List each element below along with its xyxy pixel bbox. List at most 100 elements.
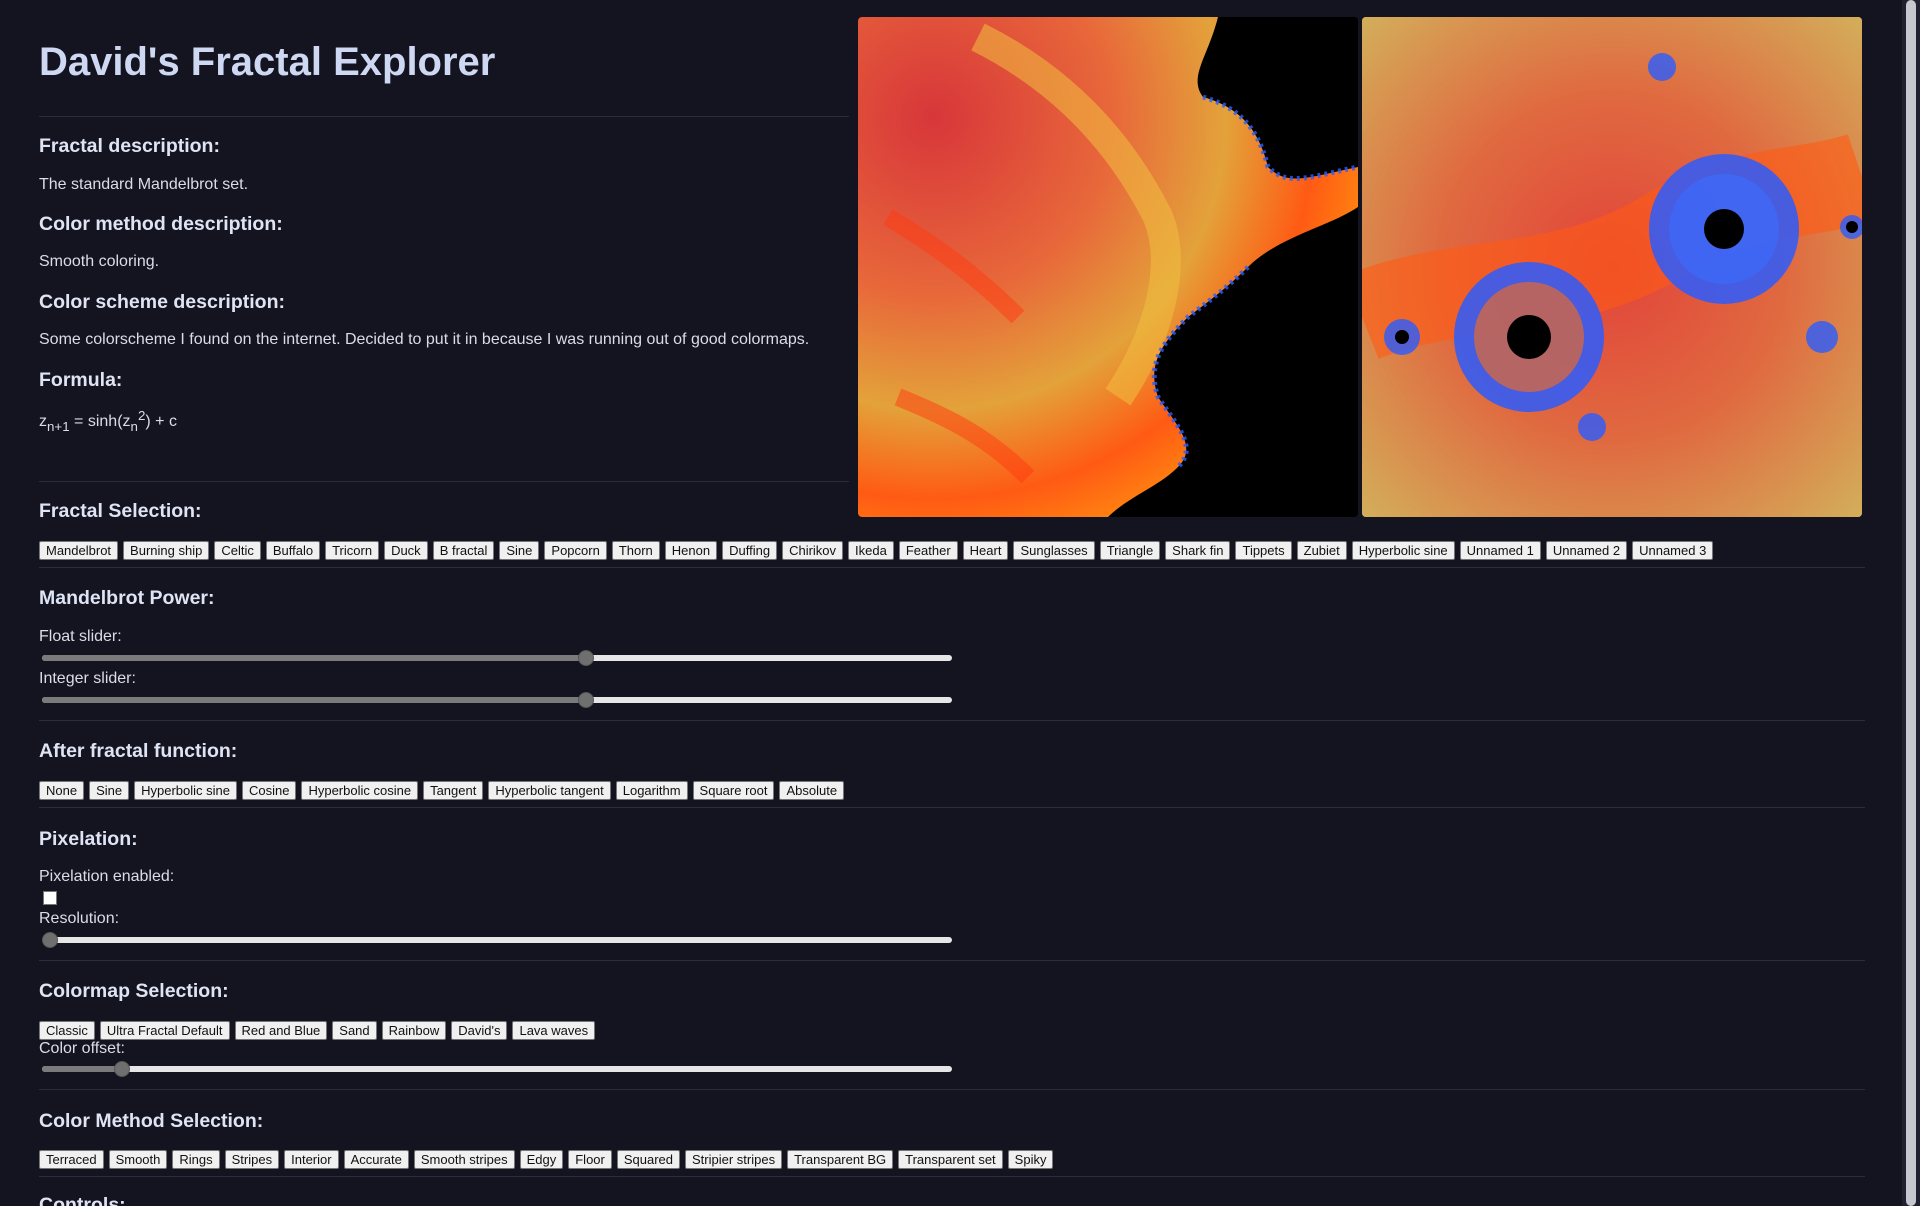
color-method-button[interactable]: Transparent BG <box>787 1150 894 1169</box>
fractal-button[interactable]: Duffing <box>722 541 778 560</box>
color-method-button[interactable]: Accurate <box>343 1150 409 1169</box>
fractal-button[interactable]: Mandelbrot <box>39 541 119 560</box>
fractal-button[interactable]: Buffalo <box>265 541 321 560</box>
colormap-button[interactable]: David's <box>451 1021 508 1040</box>
after-function-button[interactable]: Hyperbolic cosine <box>301 781 419 800</box>
controls-heading: Controls: <box>39 1194 126 1206</box>
divider <box>39 481 849 482</box>
fractal-button[interactable]: Tricorn <box>325 541 380 560</box>
fractal-button[interactable]: Celtic <box>214 541 261 560</box>
pixelation-enabled-checkbox[interactable] <box>43 891 57 905</box>
color-offset-slider[interactable] <box>42 1061 952 1077</box>
divider <box>39 720 1865 721</box>
after-function-button[interactable]: Absolute <box>779 781 845 800</box>
color-method-button[interactable]: Transparent set <box>898 1150 1003 1169</box>
fractal-preview-main[interactable] <box>858 17 1358 517</box>
after-function-button[interactable]: Cosine <box>241 781 297 800</box>
fractal-button[interactable]: Popcorn <box>544 541 607 560</box>
header: David's Fractal Explorer <box>39 40 849 85</box>
scrollbar[interactable] <box>1902 0 1920 1206</box>
scrollbar-thumb[interactable] <box>1906 0 1916 1206</box>
fractal-button[interactable]: Ikeda <box>848 541 894 560</box>
color-method-button[interactable]: Edgy <box>519 1150 564 1169</box>
color-method-description-heading: Color method description: <box>39 213 283 235</box>
colormap-selection-heading: Colormap Selection: <box>39 980 229 1002</box>
fractal-button[interactable]: Tippets <box>1235 541 1292 560</box>
color-method-button[interactable]: Squared <box>616 1150 681 1169</box>
divider <box>39 1176 1865 1177</box>
color-method-button[interactable]: Stripes <box>224 1150 280 1169</box>
divider <box>39 960 1865 961</box>
colormap-button[interactable]: Rainbow <box>381 1021 447 1040</box>
colormap-button[interactable]: Classic <box>39 1021 95 1040</box>
color-method-button[interactable]: Smooth <box>108 1150 168 1169</box>
after-function-button[interactable]: Hyperbolic sine <box>134 781 237 800</box>
colormap-button[interactable]: Sand <box>332 1021 377 1040</box>
color-method-buttons: Terraced Smooth Rings Stripes Interior Accura… <box>39 1150 1054 1169</box>
integer-slider-label: Integer slider: <box>39 670 136 687</box>
fractal-button[interactable]: Unnamed 1 <box>1459 541 1541 560</box>
after-function-button[interactable]: Tangent <box>423 781 484 800</box>
color-method-button[interactable]: Interior <box>284 1150 339 1169</box>
fractal-button[interactable]: Hyperbolic sine <box>1351 541 1455 560</box>
fractal-button[interactable]: Zubiet <box>1296 541 1347 560</box>
color-scheme-description-text: Some colorscheme I found on the internet… <box>39 331 810 348</box>
fractal-button[interactable]: Duck <box>384 541 428 560</box>
fractal-button[interactable]: Burning ship <box>123 541 210 560</box>
fractal-selection-buttons: Mandelbrot Burning ship Celtic Buffalo Trico… <box>39 541 1714 560</box>
formula-sub-n: n <box>130 418 138 434</box>
after-function-button[interactable]: Logarithm <box>615 781 688 800</box>
fractal-button[interactable]: Shark fin <box>1165 541 1231 560</box>
formula-sub-n1: n+1 <box>47 418 70 434</box>
resolution-label: Resolution: <box>39 910 120 927</box>
after-function-buttons: None Sine Hyperbolic sine Cosine Hyperbolic … <box>39 781 845 800</box>
float-slider-fill <box>42 655 587 661</box>
after-function-heading: After fractal function: <box>39 740 238 762</box>
divider <box>39 1089 1865 1090</box>
fractal-button[interactable]: B fractal <box>432 541 495 560</box>
after-function-button[interactable]: Sine <box>89 781 130 800</box>
divider <box>39 807 1865 808</box>
colormap-button[interactable]: Ultra Fractal Default <box>99 1021 230 1040</box>
color-offset-slider-thumb[interactable] <box>113 1061 130 1077</box>
formula-heading: Formula: <box>39 369 123 391</box>
fractal-button[interactable]: Heart <box>962 541 1009 560</box>
page-title: David's Fractal Explorer <box>39 40 496 84</box>
fractal-button[interactable]: Sunglasses <box>1013 541 1095 560</box>
colormap-button[interactable]: Red and Blue <box>234 1021 328 1040</box>
integer-slider-thumb[interactable] <box>578 692 595 708</box>
fractal-button[interactable]: Feather <box>898 541 958 560</box>
divider <box>39 116 849 117</box>
fractal-button[interactable]: Thorn <box>611 541 660 560</box>
fractal-button[interactable]: Chirikov <box>782 541 844 560</box>
fractal-selection-heading: Fractal Selection: <box>39 500 202 522</box>
fractal-button[interactable]: Triangle <box>1099 541 1161 560</box>
color-scheme-description-heading: Color scheme description: <box>39 291 285 313</box>
color-method-button[interactable]: Spiky <box>1007 1150 1054 1169</box>
color-method-button[interactable]: Stripier stripes <box>685 1150 783 1169</box>
float-slider-thumb[interactable] <box>578 650 595 666</box>
fractal-button[interactable]: Unnamed 3 <box>1632 541 1714 560</box>
color-method-button[interactable]: Smooth stripes <box>413 1150 515 1169</box>
formula-eq: = sinh(z <box>69 413 131 431</box>
integer-slider[interactable] <box>42 692 952 708</box>
color-method-button[interactable]: Terraced <box>39 1150 104 1169</box>
integer-slider-fill <box>42 697 587 703</box>
float-slider[interactable] <box>42 650 952 666</box>
colormap-button[interactable]: Lava waves <box>512 1021 596 1040</box>
resolution-slider[interactable] <box>42 932 952 948</box>
color-method-button[interactable]: Floor <box>568 1150 612 1169</box>
fractal-button[interactable]: Sine <box>499 541 540 560</box>
color-method-button[interactable]: Rings <box>172 1150 220 1169</box>
color-method-description-text: Smooth coloring. <box>39 253 160 270</box>
pixelation-enabled-label: Pixelation enabled: <box>39 868 175 885</box>
fractal-preview-zoom[interactable] <box>1362 17 1862 517</box>
resolution-slider-thumb[interactable] <box>42 932 58 948</box>
after-function-button[interactable]: None <box>39 781 85 800</box>
after-function-button[interactable]: Hyperbolic tangent <box>488 781 611 800</box>
after-function-button[interactable]: Square root <box>692 781 775 800</box>
fractal-button[interactable]: Unnamed 2 <box>1545 541 1628 560</box>
fractal-button[interactable]: Henon <box>664 541 718 560</box>
formula-rest: ) + c <box>145 413 177 431</box>
